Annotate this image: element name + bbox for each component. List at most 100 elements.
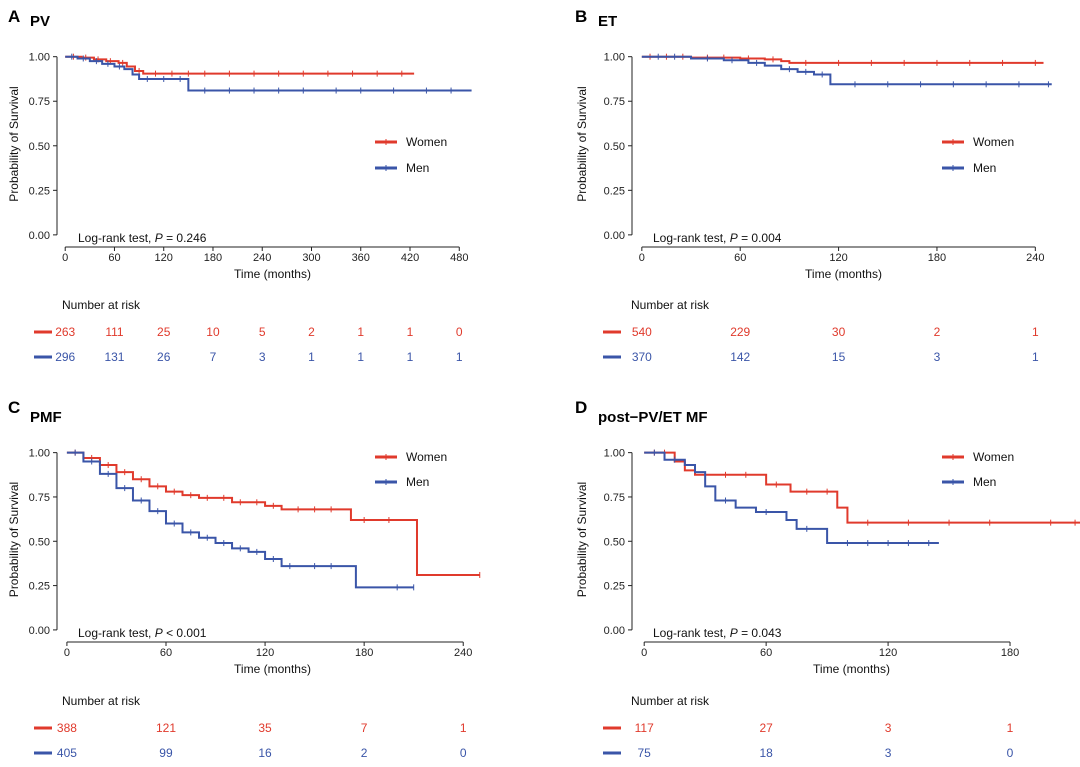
risk-value-men: 1 [456,350,463,364]
risk-value-women: 10 [206,325,220,339]
x-tick-label: 360 [352,252,370,264]
y-tick-label: 0.00 [29,625,50,637]
risk-value-women: 1 [357,325,364,339]
x-tick-label: 480 [450,252,468,264]
risk-value-women: 111 [105,325,124,339]
x-tick-label: 0 [62,252,68,264]
risk-value-women: 1 [407,325,414,339]
annotation-p-label: P [155,626,163,640]
legend-label-men: Men [406,475,429,489]
risk-value-women: 229 [730,325,750,339]
x-axis-label: Time (months) [234,267,311,281]
log-rank-annotation: Log-rank test, P < 0.001 [78,626,207,640]
log-rank-annotation: Log-rank test, P = 0.246 [78,231,207,245]
survival-curve-men [641,55,1052,86]
risk-value-men: 99 [159,746,173,760]
risk-table-title: Number at risk [631,298,710,312]
risk-value-women: 3 [885,721,892,735]
annotation-text: Log-rank test, [653,231,730,245]
annotation-p-value: = 0.246 [163,231,207,245]
panel-letter: D [575,398,587,417]
panel-title: post−PV/ET MF [598,409,708,426]
risk-value-women: 540 [632,325,652,339]
y-tick-label: 0.00 [29,230,50,242]
x-tick-label: 0 [641,647,647,659]
x-tick-label: 60 [760,647,772,659]
annotation-p-value: < 0.001 [163,626,207,640]
risk-value-women: 388 [57,721,77,735]
risk-table-title: Number at risk [62,298,141,312]
x-axis-label: Time (months) [234,662,311,676]
panel-title: ET [598,13,617,30]
legend-label-women: Women [973,135,1014,149]
panel-b: B ET 0.00 0.25 0.50 0.75 1.00 0 60 120 180 240 Time … [575,7,1052,364]
panel-title: PV [30,13,50,30]
y-tick-label: 1.00 [29,52,50,64]
x-tick-label: 120 [879,647,897,659]
risk-value-women: 117 [635,721,654,735]
y-axis-label: Probability of Survival [575,86,589,201]
y-tick-label: 0.75 [29,492,50,504]
risk-value-women: 263 [55,325,75,339]
risk-value-women: 1 [1032,325,1039,339]
y-tick-label: 0.75 [604,492,625,504]
x-tick-label: 60 [160,647,172,659]
x-tick-label: 240 [253,252,271,264]
x-tick-label: 180 [1001,647,1019,659]
y-tick-label: 0.50 [604,536,625,548]
panel-a: A PV0.000.250.500.751.000 60 120 180 240 300 36… [7,7,472,364]
risk-value-women: 1 [1007,721,1014,735]
annotation-p-value: = 0.004 [738,231,782,245]
y-tick-label: 0.50 [29,141,50,153]
x-tick-label: 180 [928,252,946,264]
y-tick-label: 0.25 [29,581,50,593]
legend-label-men: Men [406,161,429,175]
risk-value-men: 0 [1007,746,1014,760]
risk-value-women: 7 [361,721,368,735]
panel-title: PMF [30,409,62,426]
risk-value-men: 370 [632,350,652,364]
risk-value-women: 2 [934,325,941,339]
legend-label-men: Men [973,161,996,175]
annotation-text: Log-rank test, [78,626,155,640]
risk-value-men: 296 [55,350,75,364]
survival-curve-women [644,451,1080,524]
risk-value-women: 5 [259,325,266,339]
x-tick-label: 0 [64,647,70,659]
panel-letter: B [575,7,587,26]
x-tick-label: 120 [256,647,274,659]
log-rank-annotation: Log-rank test, P = 0.043 [653,626,782,640]
risk-value-men: 1 [357,350,364,364]
annotation-p-label: P [155,231,163,245]
y-tick-label: 0.75 [604,96,625,108]
risk-value-men: 75 [638,746,652,760]
annotation-text: Log-rank test, [78,231,155,245]
y-axis-label: Probability of Survival [575,482,589,597]
x-tick-label: 0 [639,252,645,264]
y-tick-label: 0.75 [29,96,50,108]
x-tick-label: 180 [204,252,222,264]
risk-value-women: 30 [832,325,846,339]
risk-value-men: 0 [460,746,467,760]
survival-curve-women [65,55,415,75]
risk-value-women: 1 [460,721,467,735]
x-tick-label: 120 [155,252,173,264]
panel-letter: A [8,7,20,26]
risk-value-men: 131 [104,350,124,364]
risk-value-men: 2 [361,746,368,760]
risk-value-men: 1 [407,350,414,364]
risk-value-women: 35 [258,721,272,735]
y-tick-label: 1.00 [604,52,625,64]
x-tick-label: 60 [108,252,120,264]
panel-letter: C [8,398,20,417]
legend-label-women: Women [973,450,1014,464]
risk-value-men: 142 [730,350,750,364]
x-tick-label: 60 [734,252,746,264]
x-tick-label: 420 [401,252,419,264]
x-tick-label: 300 [302,252,320,264]
risk-value-women: 0 [456,325,463,339]
risk-value-men: 16 [258,746,272,760]
